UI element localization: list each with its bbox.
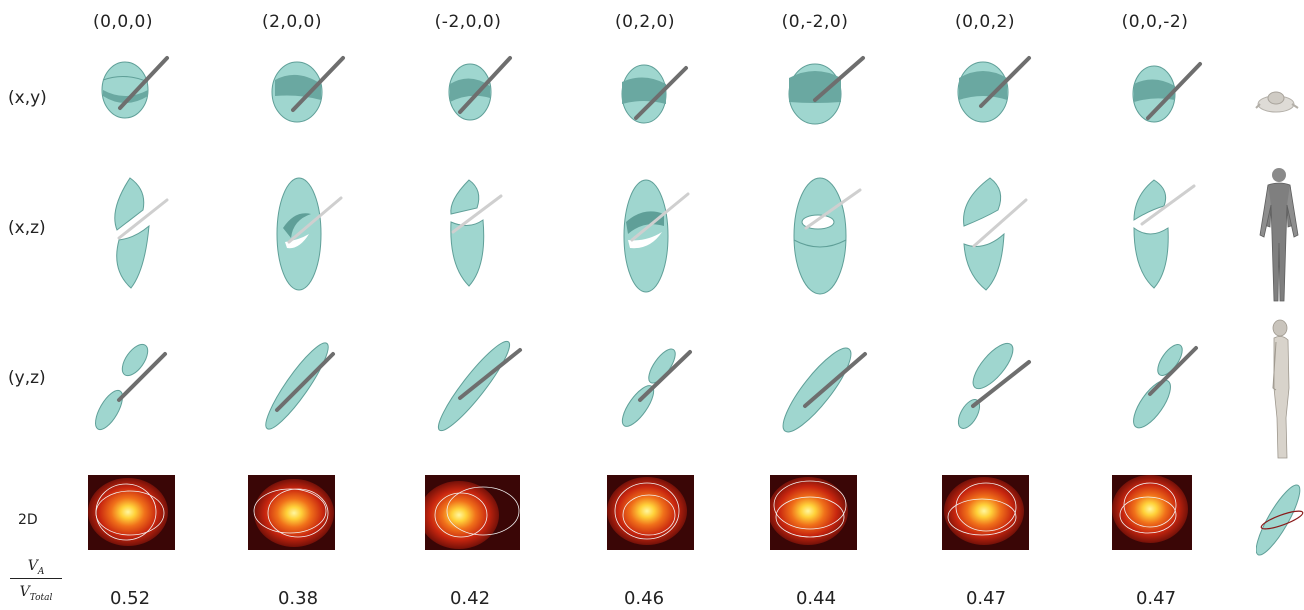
- volume-ratio-value: 0.38: [277, 588, 319, 609]
- head-top-view-icon: [1255, 91, 1299, 113]
- heatmap-2d-3: [607, 475, 694, 550]
- volume-ratio-label: VA VTotal: [10, 556, 62, 603]
- column-header: (2,0,0): [261, 12, 323, 32]
- ellipsoid-xz-1: [276, 177, 343, 291]
- row-label-2d: 2D: [18, 512, 38, 528]
- body-side-view-icon: [1272, 319, 1290, 459]
- row-label-xz: (x,z): [8, 218, 46, 238]
- column-header: (0,-2,0): [781, 12, 849, 32]
- heatmap-2d-6: [1112, 475, 1192, 550]
- ellipsoid-yz-1: [265, 342, 335, 430]
- volume-ratio-value: 0.47: [1135, 588, 1177, 609]
- ellipsoid-xz-6: [1133, 179, 1196, 289]
- column-header: (0,0,-2): [1121, 12, 1189, 32]
- ellipsoid-xy-6: [1132, 62, 1202, 123]
- ellipsoid-yz-2: [437, 340, 522, 432]
- volume-ratio-value: 0.44: [795, 588, 837, 609]
- volume-ratio-value: 0.47: [965, 588, 1007, 609]
- ellipsoid-yz-4: [782, 347, 867, 433]
- ellipsoid-xy-2: [448, 56, 512, 121]
- ellipsoid-xy-4: [788, 56, 865, 125]
- ellipsoid-xy-3: [621, 64, 688, 124]
- ellipsoid-yz-5: [957, 342, 1031, 429]
- column-header: (-2,0,0): [434, 12, 502, 32]
- ellipsoid-xz-4: [793, 177, 862, 295]
- body-front-view-icon: [1259, 168, 1299, 302]
- volume-ratio-value: 0.46: [623, 588, 665, 609]
- column-header: (0,2,0): [614, 12, 676, 32]
- row-label-yz: (y,z): [8, 368, 46, 388]
- row-label-xy: (x,y): [8, 88, 47, 108]
- column-header: (0,0,0): [92, 12, 154, 32]
- ellipsoid-yz-0: [95, 343, 167, 431]
- ellipsoid-xy-1: [271, 56, 345, 123]
- heatmap-2d-5: [942, 475, 1029, 550]
- column-header: (0,0,2): [954, 12, 1016, 32]
- ellipsoid-2d-reference-icon: [1256, 484, 1304, 556]
- ellipsoid-yz-6: [1133, 344, 1198, 429]
- ellipsoid-xz-3: [623, 179, 690, 293]
- ellipsoid-xy-0: [101, 56, 169, 119]
- heatmap-2d-4: [770, 475, 857, 550]
- heatmap-2d-1: [248, 475, 335, 550]
- ellipsoid-xz-2: [450, 179, 503, 287]
- heatmap-2d-2: [425, 475, 520, 550]
- volume-ratio-value: 0.52: [109, 588, 151, 609]
- volume-ratio-value: 0.42: [449, 588, 491, 609]
- ellipsoid-yz-3: [621, 348, 692, 427]
- ellipsoid-xz-0: [114, 177, 169, 289]
- ellipsoid-xy-5: [957, 56, 1031, 123]
- ellipsoid-xz-5: [963, 177, 1028, 291]
- heatmap-2d-0: [88, 475, 175, 550]
